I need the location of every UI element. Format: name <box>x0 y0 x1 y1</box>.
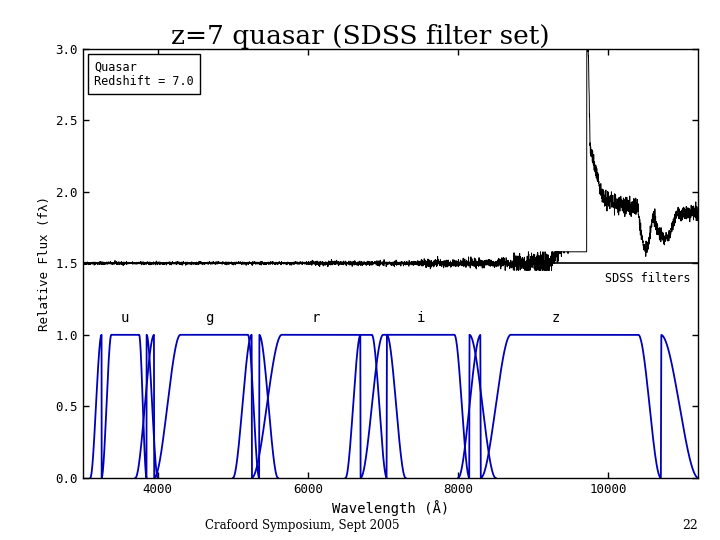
Text: g: g <box>204 311 213 325</box>
Text: z=7 quasar (SDSS filter set): z=7 quasar (SDSS filter set) <box>171 24 549 49</box>
Text: Quasar
Redshift = 7.0: Quasar Redshift = 7.0 <box>94 60 194 88</box>
Y-axis label: Relative Flux (fλ): Relative Flux (fλ) <box>38 195 51 330</box>
Text: i: i <box>416 311 425 325</box>
Text: SDSS filters: SDSS filters <box>606 272 691 285</box>
Text: 22: 22 <box>683 519 698 532</box>
X-axis label: Wavelength (Å): Wavelength (Å) <box>332 500 449 516</box>
Text: Crafoord Symposium, Sept 2005: Crafoord Symposium, Sept 2005 <box>205 519 400 532</box>
Text: u: u <box>121 311 129 325</box>
Text: r: r <box>311 311 320 325</box>
Text: z: z <box>552 311 560 325</box>
